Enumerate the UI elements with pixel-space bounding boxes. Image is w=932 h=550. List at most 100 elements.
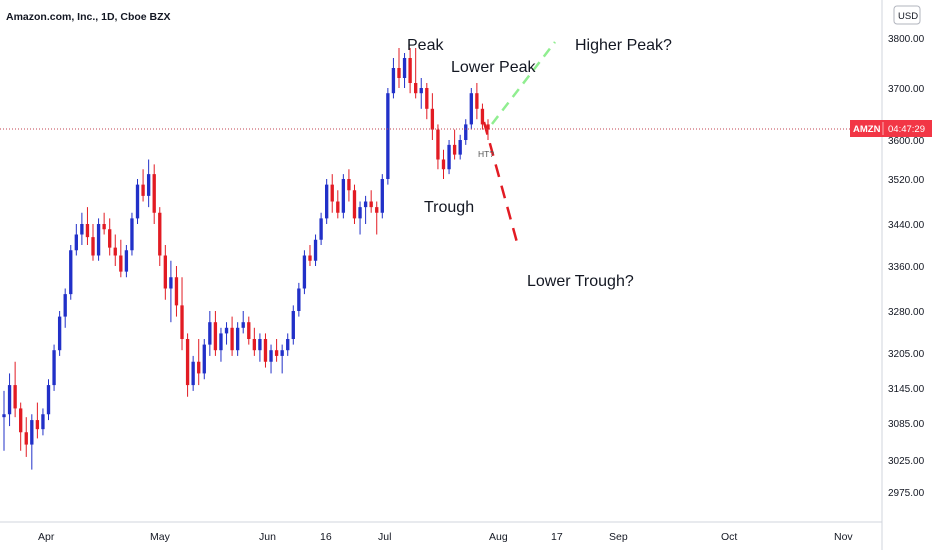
candle-body	[402, 58, 407, 78]
price-axis[interactable]	[882, 0, 932, 522]
candle-body	[452, 144, 457, 155]
candle	[308, 245, 312, 266]
candle-body	[363, 201, 368, 208]
candle-body	[174, 277, 179, 306]
candle-body	[113, 247, 117, 256]
candle	[135, 179, 140, 224]
candle	[197, 339, 201, 386]
time-tick: Nov	[834, 531, 853, 543]
candle	[91, 224, 95, 261]
candle-body	[224, 327, 229, 334]
candle-body	[280, 350, 284, 356]
candle	[119, 239, 123, 278]
candle	[191, 355, 195, 391]
candle-body	[163, 255, 168, 289]
candle	[369, 190, 373, 213]
price-tag-background	[850, 120, 932, 137]
candle-body	[41, 414, 45, 430]
lower-peak-label: Lower Peak	[451, 59, 536, 76]
candle	[224, 322, 229, 345]
candle	[436, 124, 440, 170]
candle-body	[74, 234, 78, 251]
candle-body	[441, 159, 446, 170]
candle	[57, 311, 62, 356]
candle-body	[458, 140, 462, 155]
candle	[185, 333, 190, 397]
price-tick: 3205.00	[888, 349, 925, 360]
candle	[330, 174, 334, 213]
time-tick: 17	[551, 531, 563, 543]
candle	[408, 48, 412, 94]
candle	[380, 174, 384, 219]
candle-body	[319, 218, 323, 240]
candle-body	[130, 218, 134, 251]
candle-body	[324, 184, 329, 219]
currency-label: USD	[898, 11, 918, 22]
candle-body	[7, 385, 12, 415]
candles	[2, 48, 490, 470]
candle	[208, 311, 212, 356]
time-tick: Oct	[721, 531, 737, 543]
candle	[80, 212, 84, 245]
candle-body	[235, 327, 240, 351]
higher-peak-projection	[491, 41, 556, 125]
candle-body	[247, 322, 251, 339]
candle	[113, 234, 117, 266]
currency-button[interactable]: USD	[893, 5, 921, 25]
candle-body	[91, 237, 95, 256]
candle-body	[230, 327, 234, 351]
candle-body	[263, 339, 268, 362]
candle	[174, 266, 179, 317]
candle-body	[2, 414, 6, 418]
candle	[324, 179, 329, 224]
candle-body	[480, 108, 485, 125]
lower-trough-label: Lower Trough?	[527, 273, 634, 290]
candle-body	[330, 184, 334, 202]
candle	[102, 212, 106, 235]
candle-body	[336, 201, 340, 213]
candle-body	[146, 174, 151, 196]
candle	[402, 53, 407, 88]
candle	[358, 201, 362, 235]
candle-body	[341, 179, 346, 213]
price-tick: 2975.00	[888, 488, 925, 499]
candle	[430, 93, 435, 140]
projections	[482, 41, 556, 247]
candle	[297, 282, 301, 317]
candle	[74, 224, 78, 256]
candle-body	[269, 350, 273, 362]
candle-body	[52, 350, 56, 386]
price-tick: 3800.00	[888, 34, 925, 45]
candle-body	[352, 190, 357, 219]
candle	[46, 379, 51, 421]
candle-body	[286, 339, 290, 351]
candle	[30, 414, 34, 470]
chart-pane[interactable]	[0, 0, 882, 522]
candle-body	[63, 294, 67, 317]
candle-body	[425, 88, 429, 109]
price-tick: 3025.00	[888, 456, 925, 467]
candle-body	[302, 255, 307, 289]
candle-body	[152, 174, 156, 213]
price-tick: 3440.00	[888, 220, 925, 231]
candle	[24, 417, 28, 457]
candle	[475, 83, 479, 120]
candle	[158, 207, 162, 266]
candle-body	[414, 83, 418, 94]
price-tick: 3280.00	[888, 307, 925, 318]
candle	[13, 361, 17, 418]
annotations: Peak Lower Peak Higher Peak? Trough Lowe…	[407, 37, 672, 290]
candle-body	[119, 255, 123, 272]
candle	[302, 250, 307, 295]
candle	[269, 344, 273, 374]
candle-body	[69, 250, 73, 295]
candle	[241, 311, 245, 334]
price-tick: 3700.00	[888, 84, 925, 95]
candle	[375, 201, 379, 235]
candle	[313, 234, 318, 266]
symbol-price-tag[interactable]: AMZN 04:47:29	[850, 120, 932, 137]
candle	[464, 119, 468, 145]
time-tick: May	[150, 531, 171, 543]
candle-body	[358, 207, 362, 219]
